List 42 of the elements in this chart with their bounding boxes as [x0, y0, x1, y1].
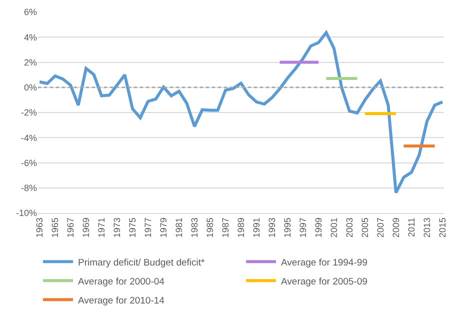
x-tick-label: 1969: [80, 218, 91, 238]
x-tick-label: 1975: [127, 218, 138, 238]
y-tick-label: 2%: [24, 57, 37, 68]
legend-label: Average for 1994-99: [281, 257, 368, 268]
x-tick-label: 1965: [50, 218, 60, 238]
x-tick-label: 1987: [220, 218, 230, 238]
y-tick-label: -2%: [20, 108, 37, 118]
x-tick-label: 2009: [390, 218, 401, 238]
x-tick-label: 1981: [174, 218, 184, 238]
x-tick-label: 1997: [298, 218, 308, 238]
legend-label: Average for 2005-09: [281, 276, 368, 288]
x-tick-label: 1967: [65, 218, 76, 238]
x-tick-label: 1993: [266, 218, 277, 238]
x-tick-label: 2013: [422, 218, 432, 238]
x-tick-label: 1989: [236, 218, 246, 238]
x-tick-label: 1977: [142, 218, 153, 238]
line-series: [38, 31, 444, 194]
legend-label: Primary deficit/ Budget deficit*: [78, 257, 206, 268]
x-tick-label: 1973: [112, 218, 122, 238]
x-tick-label: 2015: [437, 218, 448, 238]
legend-label: Average for 2000-04: [78, 276, 164, 288]
y-tick-label: -10%: [16, 208, 37, 218]
y-tick-label: -4%: [20, 132, 37, 143]
x-tick-label: 1979: [158, 218, 168, 238]
x-tick-label: 1971: [96, 218, 106, 238]
x-tick-label: 1985: [204, 218, 215, 238]
y-tick-label: 0%: [24, 82, 37, 93]
x-tick-label: 2003: [344, 218, 354, 238]
y-tick-label: -6%: [20, 158, 37, 168]
x-tick-label: 1983: [189, 218, 200, 238]
x-tick-label: 1995: [282, 218, 292, 238]
x-tick-label: 2011: [406, 218, 416, 237]
x-tick-label: 1963: [34, 218, 44, 238]
y-tick-label: 6%: [24, 7, 37, 18]
legend-label: Average for 2010-14: [78, 295, 164, 306]
x-tick-label: 2001: [328, 218, 339, 238]
x-tick-label: 2007: [375, 218, 386, 238]
y-tick-label: 4%: [24, 32, 37, 42]
x-tick-label: 1999: [313, 218, 324, 238]
x-tick-label: 1991: [251, 218, 262, 238]
y-tick-label: -8%: [20, 183, 37, 194]
x-tick-label: 2005: [360, 218, 370, 238]
